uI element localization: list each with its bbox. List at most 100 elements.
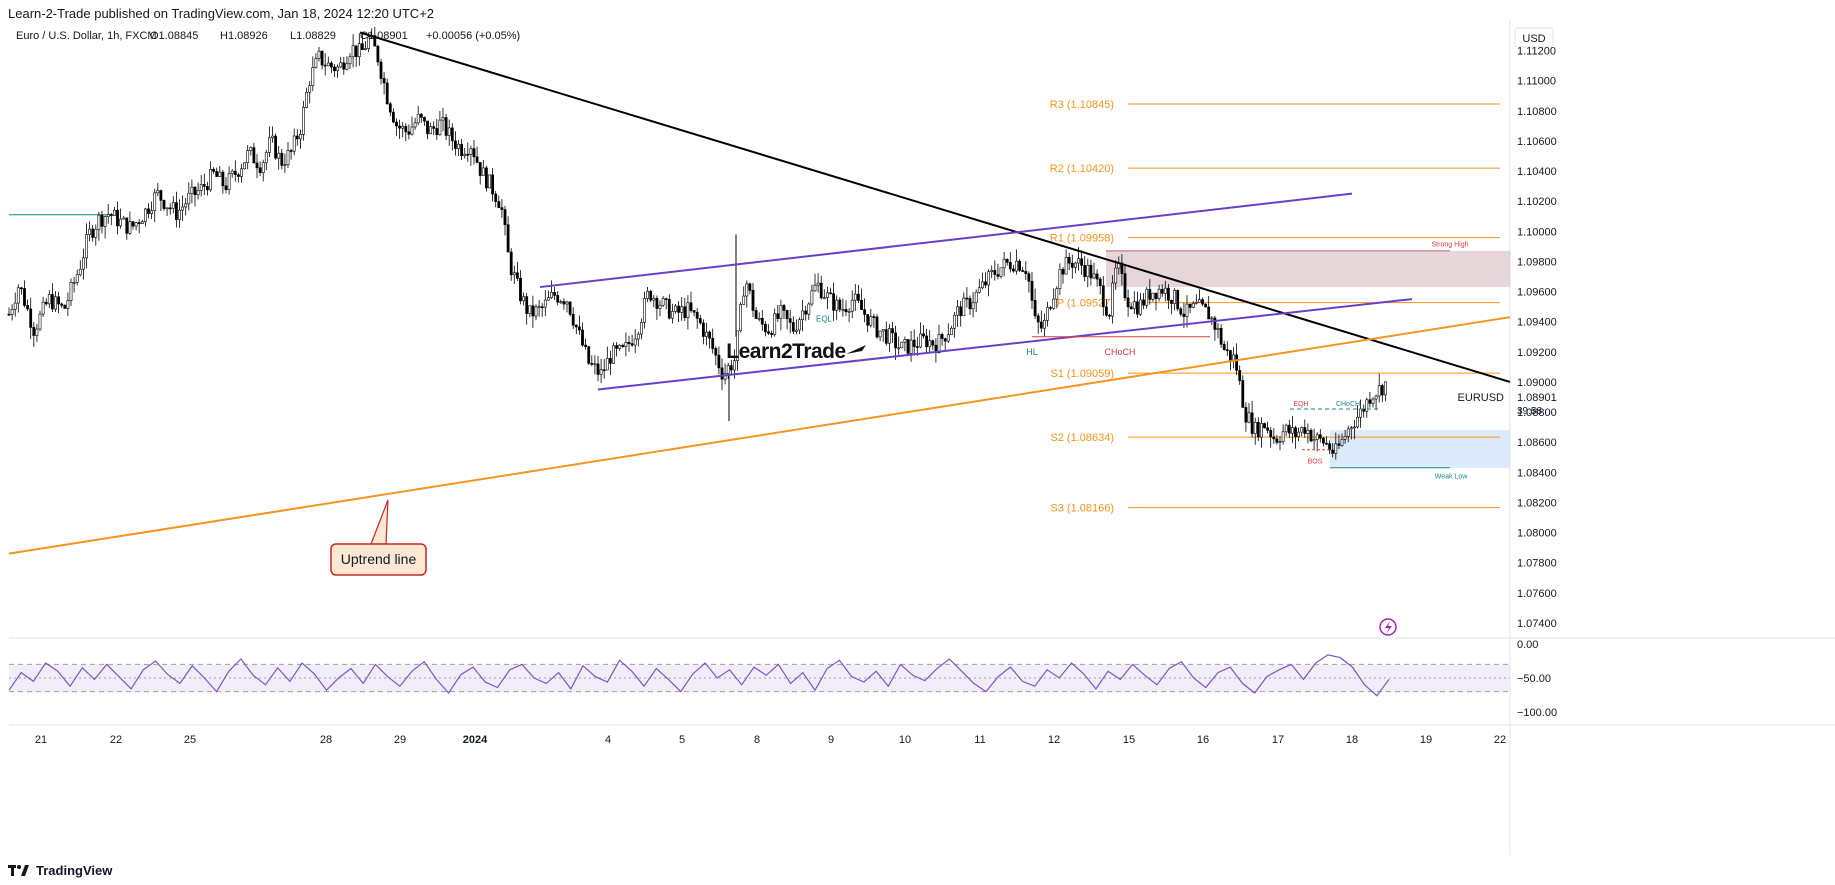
price-tick: 1.09400 bbox=[1517, 317, 1557, 329]
candle-body bbox=[128, 221, 132, 234]
legend-value: H1.08926 bbox=[220, 30, 268, 42]
candle-body bbox=[1275, 438, 1279, 443]
candle-body bbox=[1191, 303, 1195, 308]
candle-body bbox=[757, 317, 761, 320]
candle-body bbox=[1309, 429, 1313, 442]
candle-body bbox=[1371, 398, 1375, 404]
candle-body bbox=[1340, 438, 1344, 446]
candle-body bbox=[457, 143, 460, 149]
pivot-label: S1 (1.09059) bbox=[1050, 368, 1114, 380]
candle-body bbox=[333, 66, 336, 72]
candle-body bbox=[413, 122, 417, 128]
candle-body bbox=[162, 200, 166, 209]
candle-body bbox=[537, 306, 541, 308]
candle-body bbox=[218, 171, 222, 177]
candle-body bbox=[258, 167, 262, 173]
time-tick: 5 bbox=[679, 734, 685, 746]
candle-body bbox=[763, 323, 767, 333]
time-tick: 22 bbox=[110, 734, 122, 746]
candle-body bbox=[928, 340, 932, 348]
candle-body bbox=[872, 316, 876, 318]
candle-body bbox=[441, 117, 445, 121]
currency-button[interactable] bbox=[1514, 27, 1554, 48]
candle-body bbox=[1322, 437, 1325, 444]
price-tick: 1.11200 bbox=[1517, 46, 1556, 58]
candle-body bbox=[144, 208, 147, 223]
candle-body bbox=[484, 167, 488, 189]
channel-upper-line bbox=[539, 192, 1353, 289]
candle-body bbox=[615, 345, 619, 349]
candle-body bbox=[1284, 424, 1288, 433]
candle-body bbox=[515, 272, 519, 279]
candle-body bbox=[1142, 299, 1146, 306]
candle-body bbox=[748, 283, 752, 291]
candle-body bbox=[460, 143, 464, 156]
candle-body bbox=[1136, 301, 1139, 315]
candle-body bbox=[996, 274, 1000, 277]
candle-body bbox=[760, 317, 764, 325]
candle-body bbox=[1328, 443, 1332, 451]
candle-body bbox=[953, 314, 956, 329]
candle-body bbox=[494, 193, 498, 202]
candle-body bbox=[1008, 262, 1012, 270]
candle-body bbox=[1294, 427, 1297, 438]
candle-body bbox=[63, 304, 67, 309]
candle-body bbox=[1253, 421, 1257, 434]
candle-body bbox=[382, 78, 386, 84]
candle-body bbox=[605, 358, 609, 371]
candle-body bbox=[1337, 443, 1341, 446]
candle-body bbox=[1325, 442, 1328, 445]
candle-body bbox=[686, 302, 690, 318]
candle-body bbox=[726, 365, 730, 374]
candle-body bbox=[267, 137, 271, 153]
candle-body bbox=[475, 156, 479, 163]
candle-body bbox=[376, 45, 380, 63]
candle-body bbox=[202, 184, 206, 187]
candle-body bbox=[469, 148, 473, 155]
candle-body bbox=[292, 135, 296, 152]
candle-body bbox=[32, 327, 36, 336]
candle-body bbox=[974, 291, 978, 304]
candle-body bbox=[819, 282, 823, 299]
candle-body bbox=[44, 301, 48, 305]
candle-body bbox=[850, 299, 854, 312]
candle-body bbox=[385, 82, 389, 105]
candle-body bbox=[1080, 258, 1084, 266]
candle-body bbox=[1052, 298, 1056, 309]
candle-body bbox=[1256, 421, 1260, 438]
candle-body bbox=[739, 304, 743, 332]
candle-body bbox=[97, 214, 101, 230]
candle-body bbox=[289, 150, 293, 152]
candle-body bbox=[581, 329, 584, 346]
candle-body bbox=[987, 271, 991, 286]
candle-body bbox=[891, 328, 894, 334]
candle-body bbox=[785, 310, 789, 319]
time-tick: 8 bbox=[754, 734, 760, 746]
price-tick: 1.10000 bbox=[1517, 226, 1557, 238]
candle-body bbox=[863, 309, 867, 315]
legend-value: C1.08901 bbox=[360, 30, 408, 42]
candle-body bbox=[624, 341, 628, 347]
candle-body bbox=[829, 292, 832, 295]
candle-body bbox=[478, 162, 482, 176]
candle-body bbox=[1343, 436, 1347, 440]
footer-brand[interactable]: TradingView bbox=[8, 860, 112, 880]
time-tick: 19 bbox=[1420, 734, 1432, 746]
candle-body bbox=[1011, 268, 1015, 272]
candle-body bbox=[1241, 380, 1245, 408]
time-tick: 18 bbox=[1346, 734, 1358, 746]
lightning-circle bbox=[1379, 618, 1397, 636]
callout-pointer bbox=[370, 499, 389, 545]
candle-body bbox=[1334, 443, 1338, 454]
candle-body bbox=[69, 282, 73, 301]
candle-body bbox=[261, 162, 265, 173]
candle-body bbox=[531, 305, 535, 317]
candle-body bbox=[788, 318, 792, 323]
candle-body bbox=[810, 290, 814, 305]
candle-body bbox=[649, 290, 653, 301]
candle-body bbox=[683, 306, 687, 318]
candle-body bbox=[664, 298, 668, 300]
candle-body bbox=[1114, 267, 1118, 284]
candle-body bbox=[1194, 301, 1198, 304]
